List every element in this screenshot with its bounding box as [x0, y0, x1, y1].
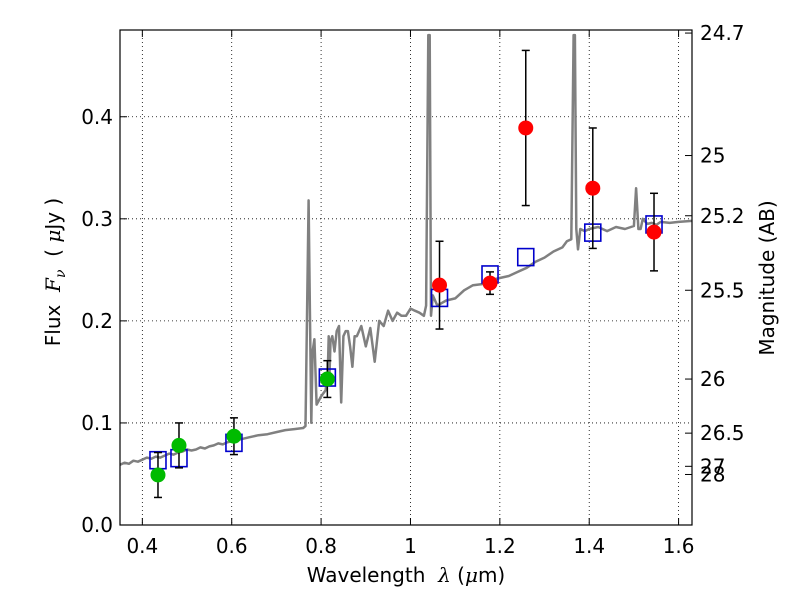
y-axis-symbol-sub: ν: [53, 269, 69, 278]
y-axis-unit-mu: μ: [41, 230, 65, 243]
data-point: [482, 275, 498, 291]
sed-line: [120, 33, 692, 466]
y2-tick-label: 26: [700, 367, 725, 391]
y2-tick-label: 26.5: [700, 421, 745, 445]
y-tick-label: 0.0: [81, 513, 113, 537]
model-square-marker: [516, 247, 535, 267]
data-point: [432, 277, 448, 293]
x-tick-label: 1: [404, 534, 417, 558]
data-point: [646, 224, 662, 240]
x-axis-title-paren: (: [451, 563, 465, 587]
x-axis-unit-mu: μ: [465, 563, 478, 587]
x-axis-symbol: λ: [437, 563, 451, 587]
x-tick-label: 1.4: [573, 534, 605, 558]
data-point: [150, 467, 166, 483]
plot-area: [120, 33, 692, 499]
data-point: [585, 180, 601, 196]
x-tick-label: 1.2: [484, 534, 516, 558]
y-tick-label: 0.3: [81, 207, 113, 231]
y-axis-title-prefix: Flux: [41, 292, 65, 346]
data-point: [319, 371, 335, 387]
y-axis-title: Flux Fν ( μJy ): [41, 198, 69, 346]
x-axis-unit-rest: m): [478, 563, 505, 587]
y-axis-title-paren: (: [41, 243, 65, 270]
data-point: [171, 437, 187, 453]
y2-tick-label: 24.7: [700, 21, 745, 45]
y2-tick-label: 25.5: [700, 278, 745, 302]
y2-tick-label: 27: [700, 454, 725, 478]
x-tick-label: 1.6: [663, 534, 695, 558]
y2-tick-label: 25: [700, 144, 725, 168]
x-tick-label: 0.4: [126, 534, 158, 558]
grid: [120, 30, 692, 526]
y-tick-label: 0.2: [81, 309, 113, 333]
y2-axis-title: Magnitude (AB): [755, 200, 779, 355]
y-tick-label: 0.1: [81, 411, 113, 435]
x-axis-title-prefix: Wavelength: [307, 563, 438, 587]
y-axis-symbol: F: [41, 277, 65, 293]
data-point: [518, 120, 534, 136]
y-tick-label: 0.4: [81, 105, 113, 129]
y-axis-unit-rest: Jy ): [41, 198, 65, 232]
plot-frame: [119, 29, 693, 526]
y2-tick-label: 25.2: [700, 204, 745, 228]
x-axis-title: Wavelength λ (μm): [307, 563, 506, 587]
data-point: [226, 428, 242, 444]
y2-tick-label: 28: [700, 462, 725, 486]
x-tick-label: 0.6: [216, 534, 248, 558]
x-tick-label: 0.8: [305, 534, 337, 558]
